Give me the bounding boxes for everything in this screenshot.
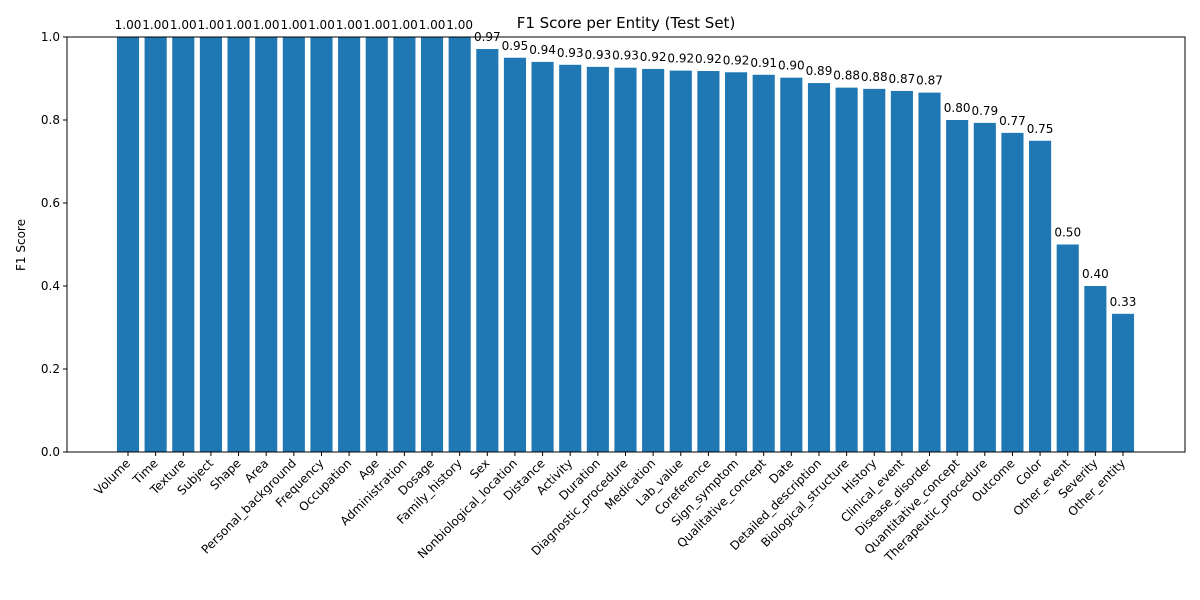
bar-frequency [310,37,333,452]
bar-value-label: 1.00 [115,18,142,32]
bar-value-label: 1.00 [363,18,390,32]
y-tick-label: 0.8 [41,113,60,127]
bar-sign-symptom [725,72,748,453]
bar-value-label: 0.95 [502,39,529,53]
bar-disease-disorder [918,92,941,453]
bar-value-label: 0.89 [806,64,833,78]
bar-value-label: 0.93 [612,49,639,63]
bar-value-label: 0.93 [557,46,584,60]
bar-shape [227,37,250,452]
bar-date [780,77,803,453]
bar-value-label: 1.00 [391,18,418,32]
bar-distance [531,61,554,453]
x-tick-label: Shape [207,456,243,492]
bar-value-label: 1.00 [336,18,363,32]
bar-value-label: 0.92 [667,52,694,66]
bar-history [863,88,886,452]
bar-other-event [1056,244,1079,452]
bar-value-label: 0.88 [833,69,860,83]
y-axis-label: F1 Score [14,219,28,271]
y-tick-label: 0.2 [41,362,60,376]
bar-value-label: 1.00 [280,18,307,32]
bar-activity [559,64,582,453]
bar-diagnostic-procedure [614,67,637,453]
bar-value-label: 0.80 [944,101,971,115]
bars-group [116,37,1135,453]
bar-texture [172,37,195,452]
y-tick-label: 0.0 [41,445,60,459]
y-tick-label: 0.6 [41,196,60,210]
y-tick-label: 1.0 [41,30,60,44]
y-tick-label: 0.4 [41,279,60,293]
bar-value-label: 0.92 [723,53,750,67]
bar-color [1029,140,1052,452]
bar-clinical-event [890,90,913,452]
bar-value-label: 0.92 [640,50,667,64]
bar-sex [476,49,499,452]
bar-subject [199,37,222,452]
bar-value-label: 1.00 [142,18,169,32]
bar-nonbiological-location [503,57,526,452]
bar-biological-structure [835,87,858,452]
bar-age [365,37,388,452]
bar-value-label: 1.00 [253,18,280,32]
bar-value-label: 1.00 [198,18,225,32]
value-labels-group: 1.00 1.00 1.00 1.00 1.00 1.00 1.00 1.00 1.00 1.00… [115,18,1137,309]
x-tick-label: Volume [92,456,133,497]
bar-detailed-description [807,83,831,452]
bar-value-label: 0.88 [861,70,888,84]
bar-value-label: 0.90 [778,59,805,73]
plot-frame [66,36,1186,453]
bar-qualitative-concept [752,74,775,452]
bar-administration [393,37,416,452]
bar-value-label: 0.79 [971,104,998,118]
bar-value-label: 0.50 [1054,226,1081,240]
bar-coreference [697,71,720,452]
chart-title: F1 Score per Entity (Test Set) [517,14,736,32]
bar-medication [642,68,665,452]
bar-duration [586,66,609,452]
bar-value-label: 0.33 [1110,295,1137,309]
bar-personal-background [282,37,305,452]
bar-dosage [420,37,444,452]
bar-value-label: 1.00 [419,18,446,32]
bar-area [255,37,278,452]
x-axis-labels-group: VolumeTimeTextureSubjectShapeAreaPersona… [92,452,1128,565]
bar-value-label: 0.40 [1082,267,1109,281]
bar-value-label: 0.75 [1027,122,1054,136]
bar-value-label: 1.00 [446,18,473,32]
bar-value-label: 0.87 [916,74,943,88]
bar-volume [116,37,140,452]
bar-occupation [338,37,361,452]
bar-family-history [448,37,471,452]
bar-value-label: 1.00 [308,18,335,32]
bar-time [144,37,167,452]
bar-outcome [1001,132,1024,453]
y-axis-ticks: 0.0 0.2 0.4 0.6 0.8 1.0 [41,30,67,459]
bar-value-label: 0.92 [695,52,722,66]
bar-value-label: 0.94 [529,43,556,57]
bar-severity [1084,286,1107,452]
bar-value-label: 0.87 [889,72,916,86]
bar-lab-value [669,70,692,453]
bar-value-label: 0.91 [750,56,777,70]
bar-other-entity [1111,313,1135,452]
bar-quantitative-concept [946,120,969,452]
bar-value-label: 1.00 [225,18,252,32]
bar-value-label: 0.93 [585,48,612,62]
bar-value-label: 1.00 [170,18,197,32]
bar-therapeutic-procedure [973,122,996,452]
bar-value-label: 0.77 [999,114,1026,128]
